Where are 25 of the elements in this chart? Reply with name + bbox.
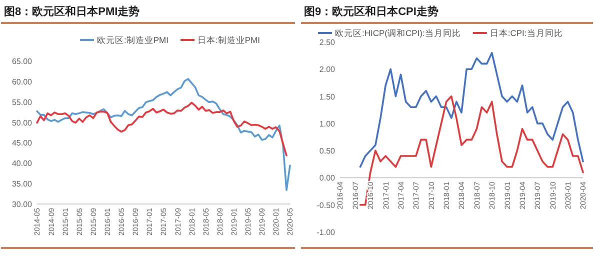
line-series xyxy=(36,78,291,192)
line-series xyxy=(36,102,288,156)
y-tick-label: 40.00 xyxy=(12,159,33,168)
y-tick-label: 2.50 xyxy=(319,38,336,47)
y-tick-label: 50.00 xyxy=(12,118,33,128)
y-tick-label: 0.50 xyxy=(319,146,336,156)
y-tick-label: 1.00 xyxy=(319,119,336,128)
legend-label: 日本:CPI:当月同比 xyxy=(490,28,563,38)
legend-label: 欧元区:制造业PMI xyxy=(97,35,168,46)
chart-title: 图9：欧元区和日本CPI走势 xyxy=(304,5,438,18)
y-tick-label: 1.50 xyxy=(319,92,336,102)
y-tick-label: 0.00 xyxy=(319,174,336,183)
legend-label: 欧元区:HICP(调和CPI):当月同比 xyxy=(335,28,461,38)
y-tick-label: 65.00 xyxy=(12,57,33,66)
y-tick-label: 55.00 xyxy=(12,98,33,107)
y-tick-label: 30.00 xyxy=(12,200,33,209)
y-tick-label: 60.00 xyxy=(12,77,33,86)
y-tick-label: 35.00 xyxy=(12,180,33,189)
chart-title: 图8：欧元区和日本PMI走势 xyxy=(4,5,140,18)
legend-label: 日本:制造业PMI xyxy=(197,35,260,46)
y-tick-label: 2.00 xyxy=(319,65,336,74)
line-series xyxy=(359,52,584,168)
y-tick-label: -1.00 xyxy=(316,228,336,237)
y-tick-label: -0.50 xyxy=(316,200,336,210)
y-tick-label: 45.00 xyxy=(12,138,33,148)
